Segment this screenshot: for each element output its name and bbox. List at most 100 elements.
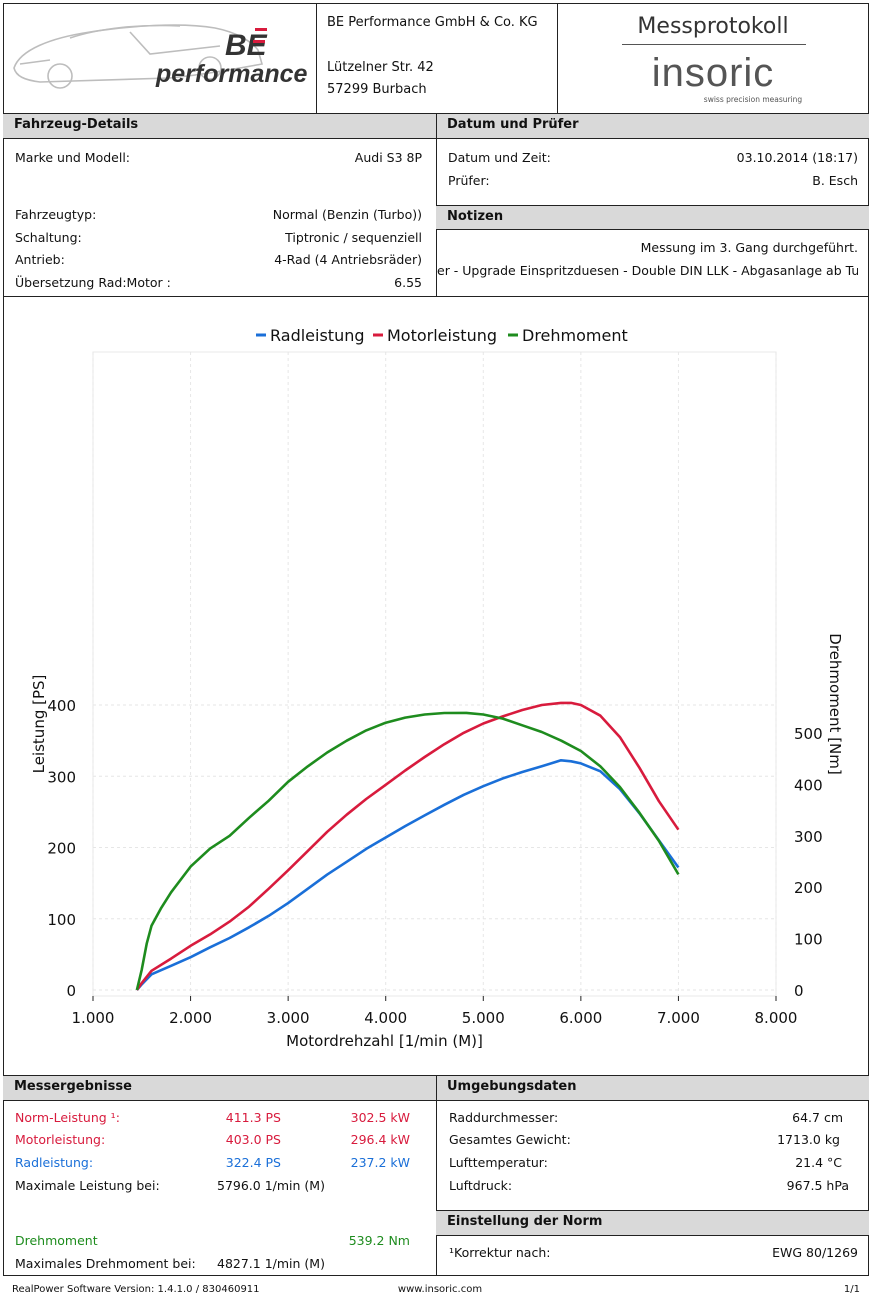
dyno-chart: Radleistung Motorleistung Drehmoment 1.000… bbox=[30, 326, 844, 1050]
norm-section-header: Einstellung der Norm bbox=[436, 1210, 869, 1236]
chart-legend: Radleistung Motorleistung Drehmoment bbox=[256, 326, 628, 345]
logo-mark: BE bbox=[225, 29, 268, 62]
y-tick-label: 300 bbox=[47, 768, 76, 786]
y-tick-label: 0 bbox=[66, 982, 76, 1000]
wheel-power-ps: 322.4 PS bbox=[225, 1155, 281, 1170]
series-line-motorleistung bbox=[135, 701, 680, 991]
chart-series bbox=[135, 701, 680, 991]
sports-car-icon bbox=[13, 24, 264, 89]
series-line-drehmoment bbox=[135, 711, 680, 991]
results-section-header: Messergebnisse bbox=[3, 1075, 437, 1101]
legend-label: Motorleistung bbox=[387, 326, 497, 345]
air-temp-label: Lufttemperatur: bbox=[449, 1155, 548, 1170]
chart-top-rule bbox=[3, 296, 869, 297]
footer-page-number: 1/1 bbox=[843, 1284, 860, 1295]
y-tick-label: 200 bbox=[47, 840, 76, 858]
company-city: 57299 Burbach bbox=[327, 82, 427, 97]
vehicle-value-model: Audi S3 8P bbox=[354, 150, 422, 165]
vehicle-section-header: Fahrzeug-Details bbox=[3, 113, 437, 139]
protocol-title: Messprotokoll bbox=[637, 14, 789, 39]
y2-tick-label: 0 bbox=[794, 982, 804, 1000]
air-pressure-label: Luftdruck: bbox=[449, 1178, 513, 1193]
environment-section-header: Umgebungsdaten bbox=[436, 1075, 869, 1101]
tester-value: B. Esch bbox=[812, 173, 858, 188]
header-divider-left bbox=[316, 3, 317, 113]
norm-correction-label: ¹Korrektur nach: bbox=[449, 1245, 551, 1260]
results-divider bbox=[436, 1075, 437, 1276]
legend-label: Drehmoment bbox=[522, 326, 628, 345]
wheel-diameter-value: 64.7 cm bbox=[792, 1110, 843, 1125]
air-temp-value: 21.4 °C bbox=[795, 1155, 842, 1170]
vehicle-label-gearbox: Schaltung: bbox=[15, 230, 82, 245]
norm-power-ps: 411.3 PS bbox=[225, 1110, 281, 1125]
vehicle-label-model: Marke und Modell: bbox=[15, 150, 131, 165]
footer-website-link[interactable]: www.insoric.com bbox=[397, 1284, 483, 1295]
vehicle-label-type: Fahrzeugtyp: bbox=[15, 207, 97, 222]
x-tick-label: 1.000 bbox=[72, 1009, 115, 1027]
y2-tick-label: 200 bbox=[794, 879, 823, 897]
date-value: 03.10.2014 (18:17) bbox=[736, 150, 858, 165]
wheel-diameter-label: Raddurchmesser: bbox=[449, 1110, 559, 1125]
x-tick-label: 7.000 bbox=[657, 1009, 700, 1027]
wheel-power-kw: 237.2 kW bbox=[350, 1155, 410, 1170]
x-tick-label: 3.000 bbox=[267, 1009, 310, 1027]
vehicle-label-drive: Antrieb: bbox=[15, 252, 65, 267]
y-tick-label: 400 bbox=[47, 697, 76, 715]
max-torque-label: Maximales Drehmoment bei: bbox=[15, 1256, 196, 1271]
vehicle-value-type: Normal (Benzin (Turbo)) bbox=[272, 207, 422, 222]
x-tick-label: 6.000 bbox=[559, 1009, 602, 1027]
tester-label: Prüfer: bbox=[448, 173, 490, 188]
norm-power-label: Norm-Leistung ¹: bbox=[15, 1110, 120, 1125]
total-weight-value: 1713.0 kg bbox=[777, 1132, 840, 1147]
y2-tick-label: 100 bbox=[794, 931, 823, 949]
x-tick-label: 4.000 bbox=[364, 1009, 407, 1027]
vehicle-label-ratio: Übersetzung Rad:Motor : bbox=[15, 275, 171, 290]
plot-area bbox=[92, 351, 777, 997]
x-tick-label: 2.000 bbox=[169, 1009, 212, 1027]
engine-power-label: Motorleistung: bbox=[15, 1132, 106, 1147]
vehicle-value-drive: 4-Rad (4 Antriebsräder) bbox=[274, 252, 422, 267]
notes-line-1: Messung im 3. Gang durchgeführt. bbox=[640, 240, 858, 255]
x-tick-label: 8.000 bbox=[755, 1009, 798, 1027]
vehicle-value-ratio: 6.55 bbox=[394, 275, 422, 290]
y2-axis-label: Drehmoment [Nm] bbox=[826, 633, 844, 774]
title-rule bbox=[622, 44, 806, 45]
company-street: Lützelner Str. 42 bbox=[327, 60, 434, 75]
vehicle-value-gearbox: Tiptronic / sequenziell bbox=[285, 230, 422, 245]
date-section-header: Datum und Prüfer bbox=[436, 113, 869, 139]
engine-power-ps: 403.0 PS bbox=[225, 1132, 281, 1147]
norm-correction-value: EWG 80/1269 bbox=[772, 1245, 858, 1260]
notes-line-2: er - Upgrade Einspritzduesen - Double DI… bbox=[437, 263, 858, 278]
max-power-value: 5796.0 1/min (M) bbox=[217, 1178, 325, 1193]
legend-label: Radleistung bbox=[270, 326, 365, 345]
notes-section-header: Notizen bbox=[436, 205, 869, 230]
insoric-logo: insoric bbox=[651, 51, 775, 95]
logo-text: performance bbox=[155, 60, 308, 88]
company-name: BE Performance GmbH & Co. KG bbox=[327, 15, 538, 30]
be-performance-logo: BE performance bbox=[13, 24, 308, 89]
vehicle-divider bbox=[436, 113, 437, 296]
total-weight-label: Gesamtes Gewicht: bbox=[449, 1132, 571, 1147]
max-power-label: Maximale Leistung bei: bbox=[15, 1178, 160, 1193]
engine-power-kw: 296.4 kW bbox=[350, 1132, 410, 1147]
x-tick-label: 5.000 bbox=[462, 1009, 505, 1027]
norm-power-kw: 302.5 kW bbox=[350, 1110, 410, 1125]
chart-ticks: 1.000 2.000 3.000 4.000 5.000 6.000 7.000 8.000… bbox=[47, 697, 822, 1027]
wheel-power-label: Radleistung: bbox=[15, 1155, 94, 1170]
y2-tick-label: 400 bbox=[794, 776, 823, 794]
torque-label: Drehmoment bbox=[15, 1233, 98, 1248]
footer-software-version: RealPower Software Version: 1.4.1.0 / 83… bbox=[12, 1284, 260, 1295]
torque-value: 539.2 Nm bbox=[348, 1233, 410, 1248]
y-tick-label: 100 bbox=[47, 911, 76, 929]
y2-tick-label: 300 bbox=[794, 828, 823, 846]
series-line-radleistung bbox=[135, 759, 680, 991]
insoric-tagline: swiss precision measuring bbox=[703, 95, 803, 104]
chart-grid bbox=[92, 351, 777, 997]
header-divider-right bbox=[557, 3, 558, 113]
y-axis-label: Leistung [PS] bbox=[30, 675, 48, 774]
date-label: Datum und Zeit: bbox=[448, 150, 551, 165]
air-pressure-value: 967.5 hPa bbox=[786, 1178, 849, 1193]
max-torque-value: 4827.1 1/min (M) bbox=[217, 1256, 325, 1271]
x-axis-label: Motordrehzahl [1/min (M)] bbox=[286, 1032, 483, 1050]
y2-tick-label: 500 bbox=[794, 725, 823, 743]
